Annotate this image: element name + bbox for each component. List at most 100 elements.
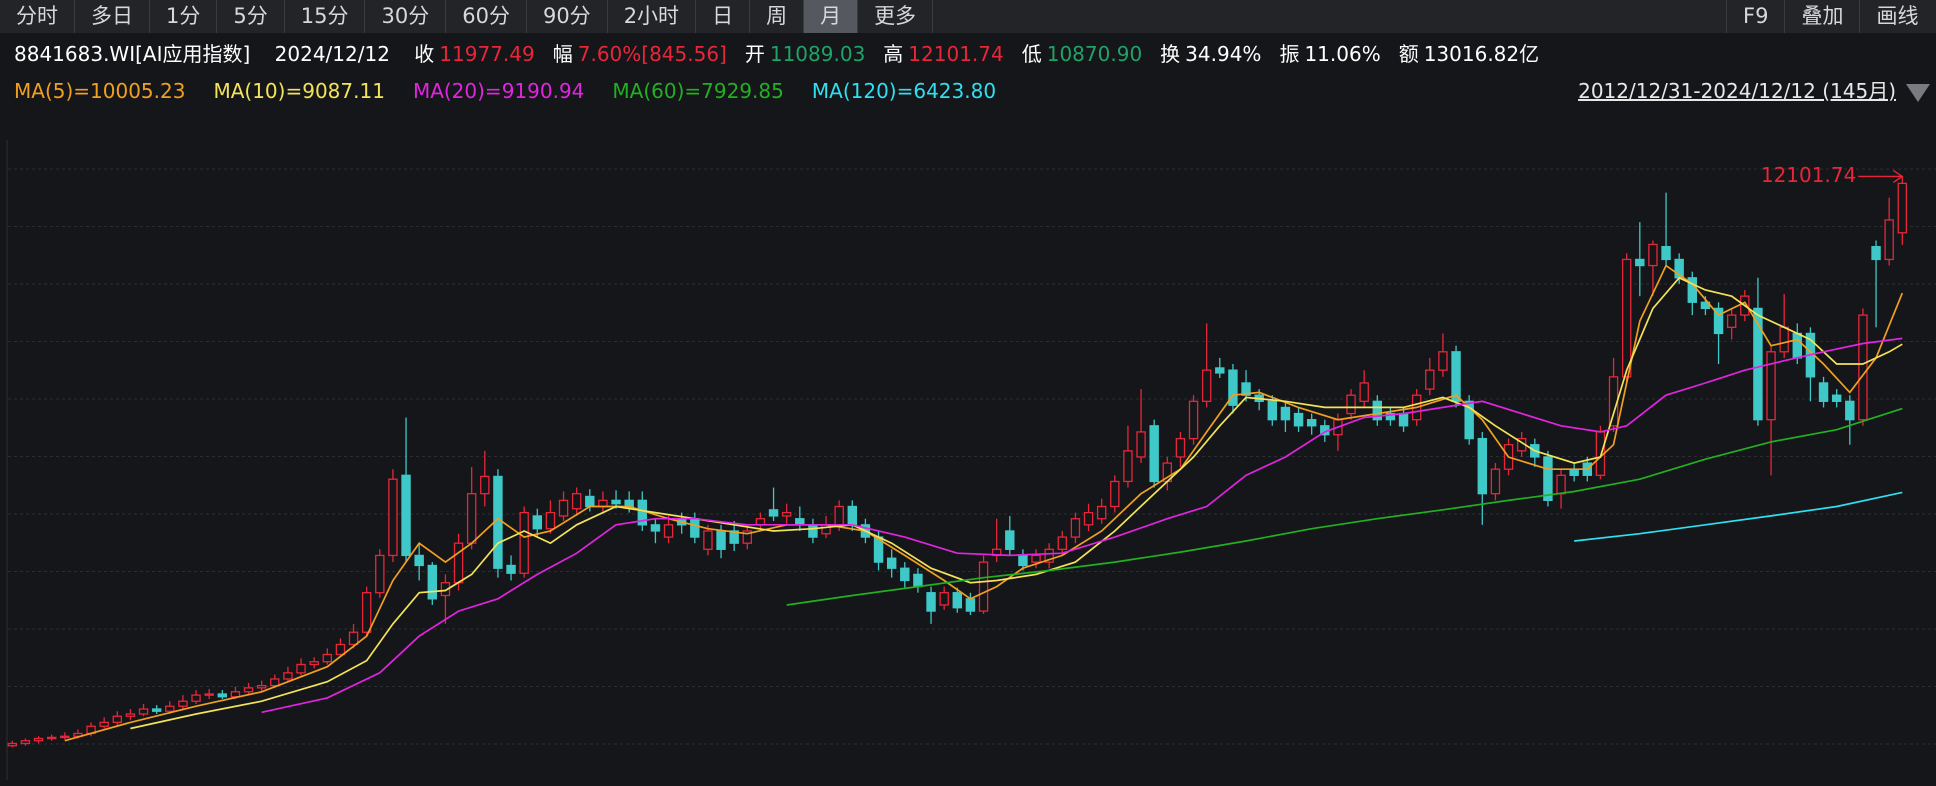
candle-body [755,518,766,526]
candle-body [414,554,424,567]
candle-body [296,663,306,674]
quote-line: 8841683.WI[AI应用指数] 2024/12/12 收 11977.49 幅… [14,38,1557,70]
quote-value: 13016.82亿 [1423,42,1540,66]
candle-body [1661,245,1671,261]
candle-body [1083,511,1094,526]
candle-body [1057,536,1068,550]
candle-body [913,573,923,588]
candle-body [1477,437,1488,495]
candle-body [1884,219,1894,261]
candle-body [256,684,267,689]
candle-body [283,672,293,680]
tab[interactable]: 分时 [0,0,75,33]
tab[interactable]: 30分 [365,0,447,33]
candle-body [821,524,831,535]
tab[interactable]: 90分 [527,0,608,33]
candle-body [165,705,175,712]
candle-body [1425,369,1435,390]
candle-body [1070,518,1081,538]
candle-body [178,700,188,707]
legend: MA(5)=10005.23 MA(10)=9087.11 MA(20)=9190.… [14,76,1024,106]
candle-body [703,530,713,550]
candle-body [1845,400,1855,421]
candle-body [60,735,70,739]
tab[interactable]: 日 [696,0,751,33]
candle-body [506,564,516,574]
candle-body [1096,505,1107,520]
tab[interactable]: 多日 [75,0,150,33]
tab[interactable]: 月 [804,0,859,33]
ma-line [261,337,1903,714]
candle-body [466,493,477,544]
tab[interactable]: 画线 [1859,0,1934,33]
candle-body [768,509,779,517]
candle-body [1346,394,1356,415]
tab[interactable]: 叠加 [1784,0,1859,33]
legend-entry: MA(20)=9190.94 [412,79,585,103]
quote-label: 高 [883,42,904,66]
toolbar: 分时 多日 1分 5分 15分 30分 60分 90分 2小时日周月更多 F9 叠加 画线 [0,0,1936,33]
candle-body [1451,351,1461,402]
candle-body [1464,400,1474,440]
candle-body [1543,456,1553,502]
candle-body [598,499,608,508]
candle-body [46,736,57,740]
candle-body [558,499,569,517]
candle-body [1385,412,1396,421]
tab[interactable]: 5分 [217,0,285,33]
quote-value: 10870.90 [1046,42,1143,66]
toolbar-right: F9 叠加 画线 [1726,0,1936,33]
quote-label: 振 [1279,42,1300,66]
legend-entry: MA(5)=10005.23 [14,79,186,103]
candle-body [729,530,739,544]
tab[interactable]: 周 [750,0,805,33]
candle-body [1438,351,1448,371]
candle-body [1792,332,1803,359]
candle-body [886,557,897,569]
tab[interactable]: 1分 [150,0,218,33]
candle-body [453,542,464,584]
candle-body [348,631,359,646]
candle-body [427,564,438,600]
candle-body [1818,382,1829,402]
candle-body [1005,530,1015,550]
tab[interactable]: 60分 [446,0,527,33]
candle-body [1175,437,1186,458]
candle-body [1490,468,1501,495]
candle-body [742,530,753,544]
candle-body [1280,406,1291,421]
range-dropdown[interactable] [1906,84,1930,102]
candle-body [834,505,844,526]
legend-entry: MA(60)=7929.85 [612,79,784,103]
quote-item: 收 11977.49 [414,42,534,66]
candle-body [519,511,529,574]
tab[interactable]: F9 [1726,0,1784,33]
tab[interactable]: 更多 [858,0,934,33]
quote-item: 幅 7.60%[845.56] [553,42,727,66]
date-range[interactable]: 2012/12/31-2024/12/12 (145月) [1578,79,1896,103]
ma-line [1574,491,1903,542]
candle-body [1031,554,1041,563]
quote-code: 8841683.WI[AI应用指数] [14,42,251,66]
candle-body [480,475,490,495]
ma-line [130,276,1903,730]
ma-line [786,407,1903,606]
candle-body [217,693,228,698]
candle-body [20,740,31,745]
quote-item: 换 34.94% [1160,42,1261,66]
candle-body [440,582,451,597]
quote-label: 额 [1398,42,1419,66]
high-marker-head [1892,169,1904,184]
candle-body [1621,258,1632,378]
candle-body [847,505,858,526]
candle-body [1201,369,1212,402]
candle-body [1228,369,1238,406]
tab[interactable]: 2小时 [608,0,697,33]
candle-body [611,499,621,505]
candle-body [532,515,543,530]
candle-body [322,653,333,663]
candle-body [1359,382,1369,402]
candle-body [375,554,385,594]
tab[interactable]: 15分 [285,0,366,33]
